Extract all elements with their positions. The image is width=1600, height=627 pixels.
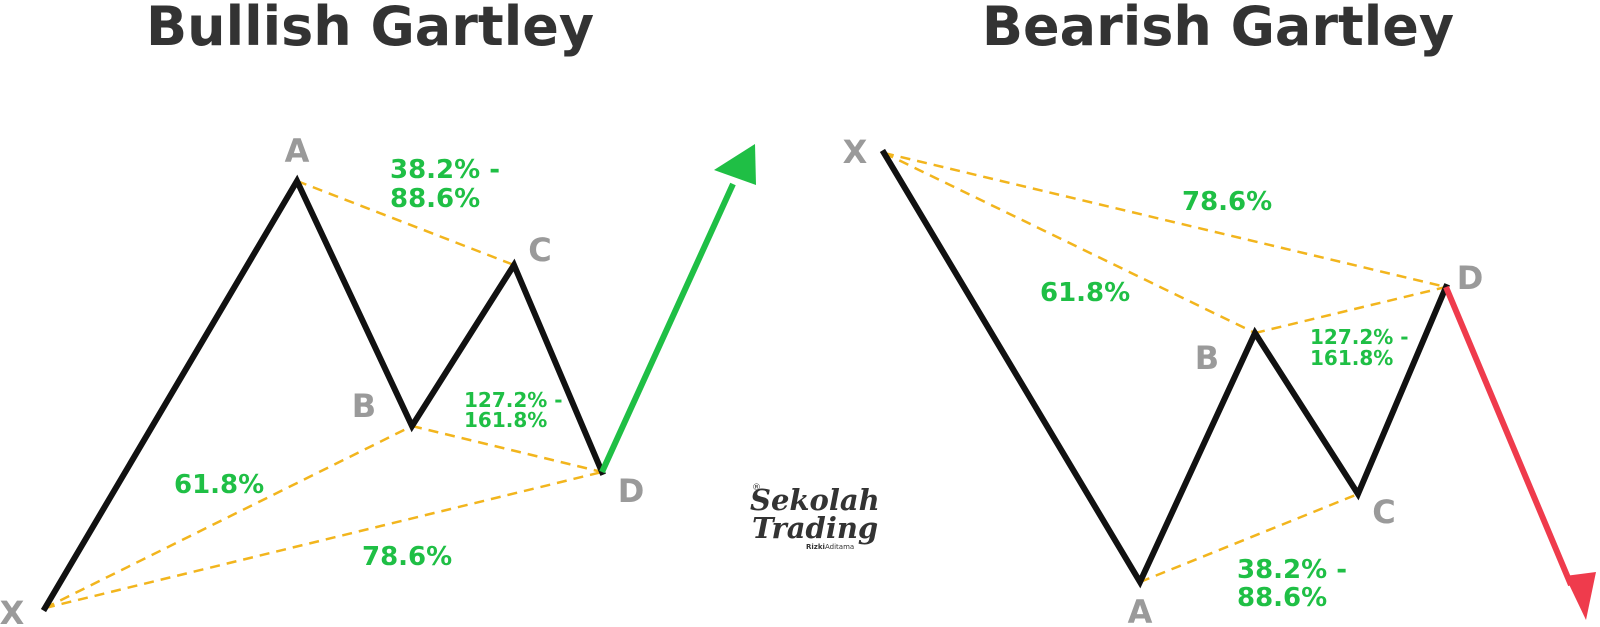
- bearish-fib-ac-line: [1139, 492, 1359, 584]
- bullish-fib-ac-line: [296, 179, 515, 267]
- logo-line2: Trading: [752, 511, 878, 545]
- bearish-point-d-label: D: [1457, 259, 1484, 297]
- bullish-point-c-label: C: [528, 231, 551, 269]
- bearish-point-x-label: X: [843, 133, 868, 171]
- bearish-point-a-label: A: [1128, 593, 1153, 627]
- bullish-fib-xd-line: [44, 470, 603, 610]
- sekolah-trading-logo: ® Sekolah Trading Rizki Aditama: [750, 483, 880, 551]
- bearish-bd-ratio-line2: 161.8%: [1310, 346, 1393, 370]
- bullish-bd-ratio-line2: 161.8%: [464, 408, 547, 432]
- bearish-gartley-panel: Bearish Gartley X A B C D 78.6% 61.8% 12…: [843, 0, 1596, 627]
- logo-author-last: Aditama: [825, 543, 854, 551]
- logo-author-first: Rizki: [806, 543, 825, 551]
- bearish-price-legs: [879, 148, 1450, 589]
- bearish-point-b-label: B: [1195, 339, 1219, 377]
- bearish-xd-ratio: 78.6%: [1182, 187, 1272, 217]
- bullish-gartley-panel: Bullish Gartley X A B C D 38.2% - 88.6% …: [0, 0, 756, 627]
- bearish-arrow-shaft: [1443, 285, 1574, 587]
- bearish-arrow-head: [1565, 572, 1596, 620]
- bullish-point-x-label: X: [0, 594, 25, 627]
- bullish-fib-bd-line: [411, 424, 603, 474]
- bullish-arrow-shaft: [599, 182, 736, 474]
- bearish-xb-ratio: 61.8%: [1040, 278, 1130, 308]
- bearish-fib-xb-line: [883, 151, 1256, 335]
- bearish-bd-ratio-line1: 127.2% -: [1310, 325, 1409, 349]
- bullish-point-d-label: D: [618, 472, 645, 510]
- logo-registered-mark: ®: [752, 483, 761, 493]
- bullish-xb-ratio: 61.8%: [174, 470, 264, 500]
- bullish-point-b-label: B: [352, 387, 376, 425]
- bullish-ac-ratio-line1: 38.2% -: [390, 155, 500, 185]
- bearish-fib-xd-line: [883, 151, 1447, 289]
- bullish-point-a-label: A: [285, 132, 310, 170]
- bearish-point-c-label: C: [1372, 493, 1395, 531]
- bullish-title: Bullish Gartley: [146, 0, 594, 58]
- bullish-bd-ratio-line1: 127.2% -: [464, 388, 563, 412]
- bearish-ac-ratio-line1: 38.2% -: [1237, 555, 1347, 585]
- bullish-ac-ratio-line2: 88.6%: [390, 184, 480, 214]
- bearish-ac-ratio-line2: 88.6%: [1237, 583, 1327, 613]
- logo-line1: Sekolah: [750, 483, 880, 517]
- bullish-price-legs: [40, 174, 606, 613]
- bearish-title: Bearish Gartley: [982, 0, 1454, 58]
- bullish-fib-xb-line: [44, 424, 413, 610]
- bullish-xd-ratio: 78.6%: [362, 542, 452, 572]
- bullish-arrow-head: [714, 144, 756, 185]
